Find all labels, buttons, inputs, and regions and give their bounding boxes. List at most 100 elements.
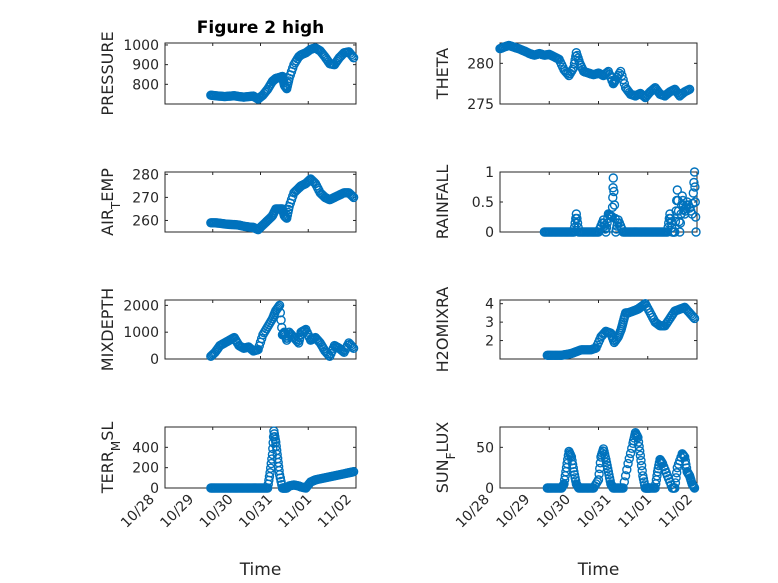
data-point — [636, 455, 646, 466]
x-axis-label: Time — [239, 560, 282, 580]
data-point — [636, 460, 647, 471]
subplot-7: 0 200 400 10/28 10/29 10/30 10/31 11/01 11/02 Tim… — [98, 422, 359, 580]
data-point — [346, 190, 356, 200]
data-point — [670, 216, 681, 227]
data-point — [609, 200, 620, 210]
y-tick-label: 400 — [132, 440, 159, 456]
subplot-1: 800 900 1000 PRESSURE Figure 2 high — [98, 18, 359, 116]
y-tick-label: 280 — [467, 56, 494, 72]
data-point — [608, 173, 618, 183]
data-point — [272, 303, 283, 313]
y-axis-label: MIXDEPTH — [98, 288, 117, 371]
data-point — [346, 50, 356, 60]
data-point — [593, 475, 604, 485]
data-point — [624, 453, 634, 464]
y-tick-label: 0 — [485, 225, 494, 241]
data-point — [322, 348, 333, 359]
y-tick-label: 4 — [485, 297, 494, 313]
data-point — [691, 227, 701, 237]
y-tick-label: 2 — [485, 334, 494, 350]
y-tick-label: 260 — [132, 213, 159, 229]
data-point — [618, 483, 628, 493]
subplot-2: 275 280 THETA — [433, 40, 698, 113]
x-tick-label: 10/28 — [453, 492, 493, 532]
data-point — [571, 209, 582, 219]
data-point — [671, 468, 682, 478]
data-point — [608, 183, 618, 193]
data-point — [348, 192, 359, 203]
x-tick-label: 11/02 — [315, 492, 355, 532]
y-tick-label: 270 — [132, 190, 159, 206]
data-point — [568, 463, 578, 473]
data-point — [567, 64, 578, 75]
data-point — [273, 302, 284, 312]
y-tick-label: 200 — [132, 461, 159, 477]
data-point — [635, 446, 645, 456]
subplot-6: 2 3 4 H2OMIXRA — [433, 287, 700, 373]
x-axis-label: Time — [577, 560, 620, 580]
data-point — [617, 70, 627, 81]
x-tick-label: 11/01 — [276, 492, 316, 532]
data-point — [347, 51, 358, 61]
data-point — [625, 448, 636, 459]
data-point — [689, 313, 700, 324]
data-point — [638, 300, 648, 311]
data-point — [348, 53, 359, 63]
y-tick-label: 3 — [485, 315, 494, 331]
data-point — [688, 312, 699, 322]
data-point — [348, 343, 359, 353]
y-tick-label: 800 — [132, 77, 159, 93]
subplot-5: 0 1000 2000 MIXDEPTH — [98, 288, 359, 371]
y-tick-label: 0 — [150, 481, 159, 497]
y-tick-label: 280 — [132, 167, 159, 183]
data-point — [638, 90, 648, 101]
x-tick-label: 10/28 — [118, 492, 158, 532]
data-point — [623, 458, 633, 469]
x-tick-label: 10/31 — [575, 492, 615, 532]
y-axis-label: RAINFALL — [433, 165, 452, 240]
y-axis-label: H2OMIXRA — [433, 287, 452, 373]
chart-title: Figure 2 high — [197, 18, 325, 38]
data-point — [572, 218, 583, 228]
data-point — [635, 450, 646, 461]
subplot-3: 260 270 280 AIRTEMP — [98, 167, 359, 236]
data-point — [670, 478, 681, 488]
data-point — [601, 222, 612, 233]
data-point — [572, 213, 582, 224]
data-point — [346, 340, 356, 351]
data-point — [670, 483, 680, 493]
data-point — [665, 213, 676, 224]
data-point — [607, 202, 618, 212]
y-axis-label: THETA — [433, 48, 452, 100]
data-point — [675, 218, 686, 228]
x-tick-label: 10/31 — [236, 492, 276, 532]
data-point — [601, 227, 611, 237]
y-tick-label: 50 — [476, 440, 494, 456]
x-tick-label: 11/01 — [615, 492, 655, 532]
data-point — [689, 167, 700, 177]
y-tick-label: 1 — [485, 165, 494, 181]
data-point — [633, 437, 644, 447]
y-tick-label: 2000 — [123, 298, 159, 314]
data-point — [634, 441, 644, 452]
y-axis-label: SUNFLUX — [433, 422, 458, 494]
data-point — [690, 182, 700, 192]
y-tick-label: 0.5 — [472, 195, 494, 211]
y-tick-label: 0 — [150, 352, 159, 368]
x-tick-label: 10/29 — [157, 492, 197, 532]
x-tick-label: 10/30 — [534, 492, 574, 532]
data-point — [671, 473, 681, 483]
data-point — [619, 78, 630, 89]
data-point — [619, 477, 630, 487]
data-point — [677, 191, 687, 201]
x-tick-label: 10/29 — [494, 492, 534, 532]
data-point — [265, 468, 275, 478]
data-point — [675, 227, 685, 237]
x-tick-label: 10/30 — [197, 492, 237, 532]
data-point — [672, 185, 682, 195]
data-point — [594, 469, 604, 479]
data-point — [618, 74, 628, 85]
y-tick-label: 0 — [485, 481, 494, 497]
data-point — [689, 483, 700, 493]
